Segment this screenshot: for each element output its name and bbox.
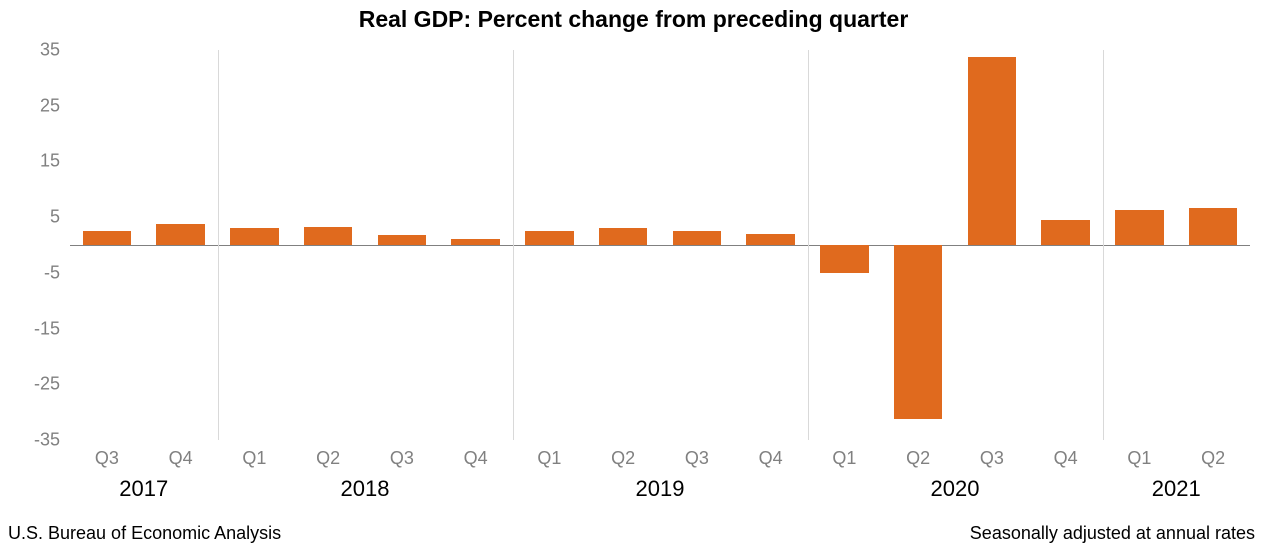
quarter-label: Q1 xyxy=(1127,448,1151,469)
y-tick-label: -5 xyxy=(44,262,70,283)
year-divider-line xyxy=(513,50,514,440)
quarter-label: Q3 xyxy=(980,448,1004,469)
bar xyxy=(83,231,132,245)
bar xyxy=(230,228,279,245)
y-tick-label: -15 xyxy=(34,318,70,339)
zero-axis-line xyxy=(70,245,1250,246)
year-divider-line xyxy=(808,50,809,440)
quarter-label: Q1 xyxy=(537,448,561,469)
y-tick-label: -25 xyxy=(34,374,70,395)
year-label: 2019 xyxy=(636,476,685,502)
chart-title: Real GDP: Percent change from preceding … xyxy=(0,6,1267,33)
year-label: 2017 xyxy=(119,476,168,502)
bar xyxy=(304,227,353,245)
bar xyxy=(894,245,943,419)
quarter-label: Q4 xyxy=(169,448,193,469)
quarter-label: Q3 xyxy=(95,448,119,469)
bar xyxy=(378,235,427,245)
plot-area: -35-25-15-55152535Q3Q4Q1Q2Q3Q4Q1Q2Q3Q4Q1… xyxy=(70,50,1250,440)
year-label: 2021 xyxy=(1152,476,1201,502)
bar xyxy=(673,231,722,245)
year-divider-line xyxy=(218,50,219,440)
y-tick-label: -35 xyxy=(34,430,70,451)
bar xyxy=(1041,220,1090,245)
year-label: 2020 xyxy=(931,476,980,502)
quarter-label: Q4 xyxy=(1054,448,1078,469)
quarter-label: Q1 xyxy=(832,448,856,469)
chart-container: Real GDP: Percent change from preceding … xyxy=(0,0,1267,553)
quarter-label: Q4 xyxy=(759,448,783,469)
y-tick-label: 35 xyxy=(40,40,70,61)
quarter-label: Q2 xyxy=(611,448,635,469)
footer-source: U.S. Bureau of Economic Analysis xyxy=(8,523,281,544)
y-tick-label: 15 xyxy=(40,151,70,172)
bar xyxy=(820,245,869,273)
bar xyxy=(525,231,574,245)
y-tick-label: 25 xyxy=(40,95,70,116)
quarter-label: Q3 xyxy=(390,448,414,469)
bar xyxy=(1189,208,1238,245)
y-tick-label: 5 xyxy=(50,207,70,228)
quarter-label: Q3 xyxy=(685,448,709,469)
bar xyxy=(451,239,500,245)
bar xyxy=(1115,210,1164,245)
bar xyxy=(156,224,205,245)
year-divider-line xyxy=(1103,50,1104,440)
quarter-label: Q2 xyxy=(316,448,340,469)
quarter-label: Q1 xyxy=(242,448,266,469)
quarter-label: Q4 xyxy=(464,448,488,469)
bar xyxy=(599,228,648,245)
bar xyxy=(968,57,1017,245)
quarter-label: Q2 xyxy=(906,448,930,469)
bar xyxy=(746,234,795,245)
year-label: 2018 xyxy=(341,476,390,502)
footer-note: Seasonally adjusted at annual rates xyxy=(970,523,1255,544)
quarter-label: Q2 xyxy=(1201,448,1225,469)
